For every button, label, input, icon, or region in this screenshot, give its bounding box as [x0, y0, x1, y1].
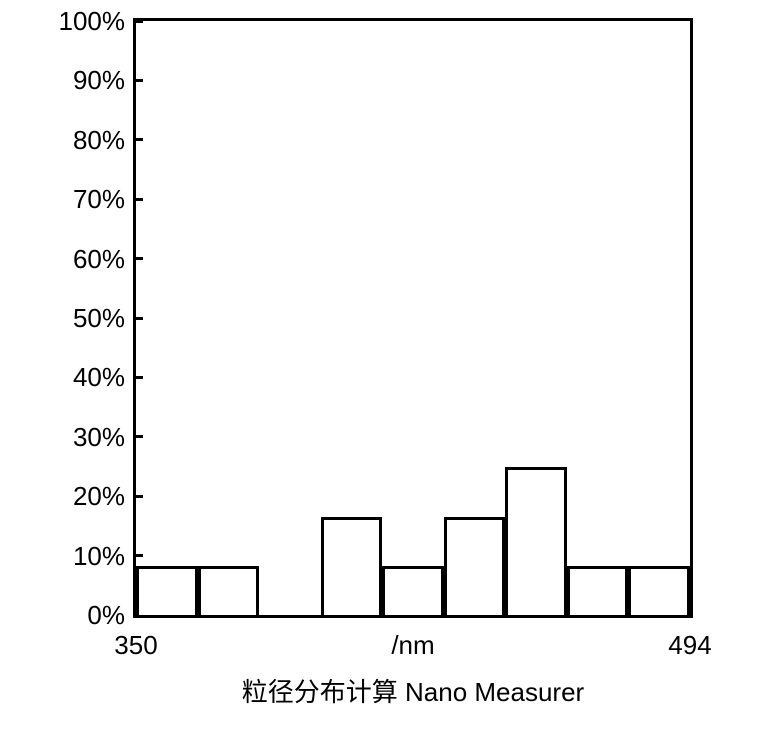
y-tick-mark: [133, 435, 143, 438]
y-tick-mark: [133, 554, 143, 557]
y-tick-label: 100%: [25, 6, 125, 37]
y-tick-mark: [133, 257, 143, 260]
y-tick-mark: [133, 138, 143, 141]
x-tick-label: 494: [650, 630, 730, 661]
histogram-bar: [382, 566, 444, 618]
histogram-bar: [505, 467, 567, 619]
y-tick-label: 90%: [25, 65, 125, 96]
y-tick-mark: [133, 376, 143, 379]
y-tick-label: 50%: [25, 303, 125, 334]
y-tick-label: 80%: [25, 125, 125, 156]
histogram-bar: [136, 566, 198, 618]
histogram-bar: [321, 517, 383, 618]
x-axis-label: /nm: [353, 630, 473, 661]
y-tick-mark: [133, 495, 143, 498]
histogram-bar: [628, 566, 690, 618]
y-tick-label: 30%: [25, 422, 125, 453]
y-tick-label: 0%: [25, 600, 125, 631]
chart-subtitle: 粒径分布计算 Nano Measurer: [163, 672, 663, 709]
y-tick-mark: [133, 198, 143, 201]
x-tick-label: 350: [96, 630, 176, 661]
y-tick-mark: [133, 20, 143, 23]
histogram-bar: [444, 517, 506, 618]
plot-area: [133, 18, 693, 618]
y-tick-label: 20%: [25, 481, 125, 512]
y-tick-mark: [133, 317, 143, 320]
y-tick-label: 10%: [25, 541, 125, 572]
y-tick-label: 70%: [25, 184, 125, 215]
y-tick-label: 60%: [25, 244, 125, 275]
histogram-bar: [567, 566, 629, 618]
y-tick-mark: [133, 79, 143, 82]
y-tick-label: 40%: [25, 362, 125, 393]
histogram-bar: [198, 566, 260, 618]
chart-container: 0% 10% 20% 30% 40% 50% 60% 70% 80% 90% 100% 350 494 /…: [0, 0, 779, 753]
